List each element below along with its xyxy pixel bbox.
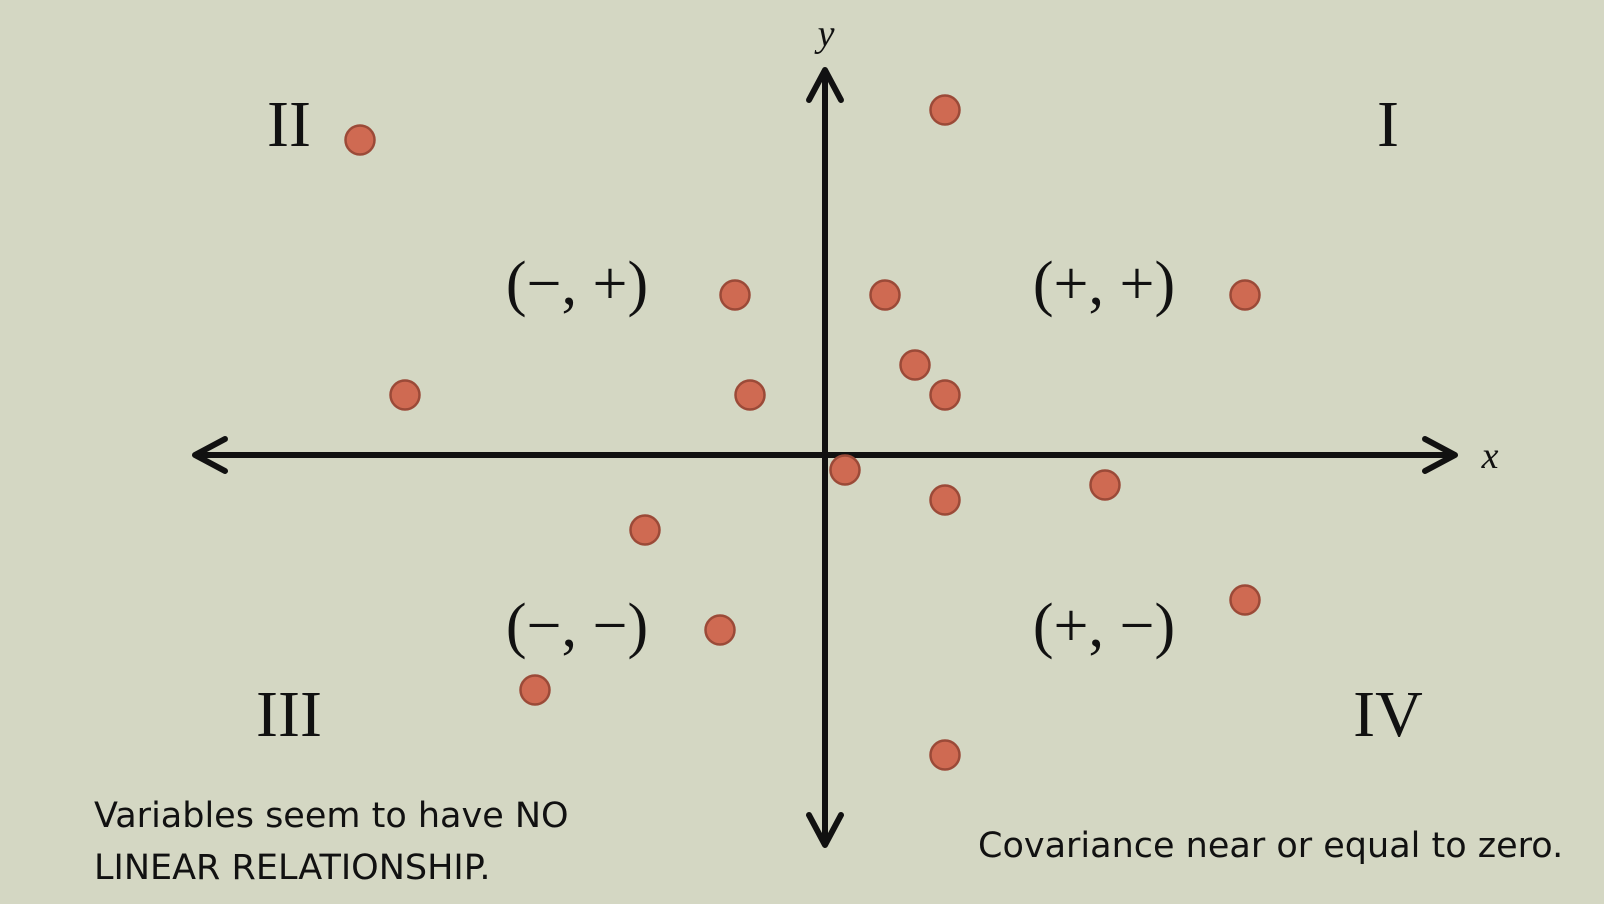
data-point-6	[704, 614, 736, 646]
data-point-14	[1089, 469, 1121, 501]
quadrant-iv-sign: (+, −)	[1033, 592, 1175, 660]
data-point-1	[344, 124, 376, 156]
data-point-4	[734, 379, 766, 411]
axes	[192, 67, 1458, 848]
data-point-10	[899, 349, 931, 381]
covariance-note-text: Covariance near or equal to zero.	[978, 826, 1564, 866]
covariance-note: Covariance near or equal to zero.	[978, 820, 1588, 872]
data-point-13	[929, 484, 961, 516]
x-axis-left-arrow	[192, 436, 228, 474]
note-line-1: Variables seem to have NO	[94, 796, 569, 836]
data-point-11	[929, 379, 961, 411]
data-point-8	[929, 94, 961, 126]
x-axis-label: x	[1481, 435, 1499, 477]
data-point-2	[389, 379, 421, 411]
y-axis-down-arrow	[806, 812, 844, 848]
data-point-15	[1229, 279, 1261, 311]
y-axis-label: y	[814, 13, 835, 55]
data-point-5	[629, 514, 661, 546]
x-axis-right-arrow	[1422, 436, 1458, 474]
quadrant-iii-sign: (−, −)	[506, 592, 648, 660]
no-relationship-note: Variables seem to have NO LINEAR RELATIO…	[94, 790, 654, 894]
quadrant-iii-numeral: III	[256, 678, 322, 751]
data-point-3	[719, 279, 751, 311]
data-point-7	[519, 674, 551, 706]
quadrant-ii-sign: (−, +)	[506, 250, 648, 318]
data-point-17	[929, 739, 961, 771]
quadrant-i-sign: (+, +)	[1033, 250, 1175, 318]
y-axis-up-arrow	[806, 67, 844, 103]
data-point-12	[829, 454, 861, 486]
quadrant-ii-numeral: II	[267, 88, 311, 161]
data-points	[344, 94, 1261, 771]
data-point-9	[869, 279, 901, 311]
quadrant-iv-numeral: IV	[1353, 678, 1423, 751]
quadrant-i-numeral: I	[1377, 88, 1399, 161]
note-line-2: LINEAR RELATIONSHIP.	[94, 848, 491, 888]
data-point-16	[1229, 584, 1261, 616]
